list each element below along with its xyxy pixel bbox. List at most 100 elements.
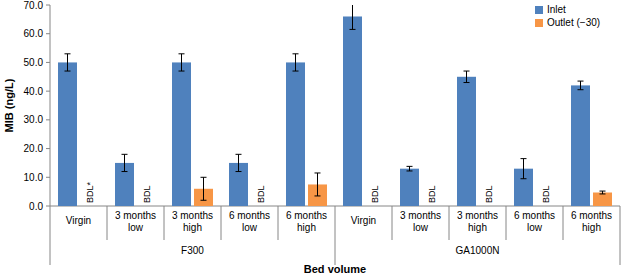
x-tick-label-line: 6 months: [286, 210, 327, 221]
bar: [571, 85, 590, 206]
error-stem: [295, 54, 296, 71]
x-tick-label-line: 3 months: [400, 210, 441, 221]
category-separator: [449, 206, 450, 240]
x-tick-label-line: 6 months: [229, 210, 270, 221]
error-bar: [350, 5, 356, 29]
error-cap: [464, 71, 470, 72]
error-cap: [407, 170, 413, 171]
category-separator: [506, 206, 507, 240]
error-cap: [578, 81, 584, 82]
bar: [343, 16, 362, 206]
x-tick-label: Virgin: [351, 215, 376, 226]
error-cap: [315, 172, 321, 173]
category-separator: [164, 206, 165, 240]
x-tick-label: 3 monthslow: [115, 210, 156, 233]
x-tick-label: 6 monthshigh: [571, 210, 612, 233]
y-tick-label: 60.0: [24, 28, 44, 39]
error-cap: [122, 171, 128, 172]
error-cap: [315, 195, 321, 196]
group-label: GA1000N: [456, 245, 500, 256]
category-separator: [50, 206, 51, 265]
error-stem: [67, 54, 68, 71]
x-tick-label: 6 monthslow: [514, 210, 555, 233]
legend-label: Inlet: [547, 4, 566, 15]
error-stem: [352, 5, 353, 29]
y-tick: [46, 91, 50, 92]
x-tick-label-line: Virgin: [351, 215, 376, 226]
error-stem: [580, 81, 581, 90]
value-label: BDL: [142, 185, 152, 203]
y-tick-label: 30.0: [24, 114, 44, 125]
x-tick-label-line: Virgin: [66, 215, 91, 226]
error-cap: [65, 71, 71, 72]
error-cap: [521, 158, 527, 159]
value-label: BDL: [541, 185, 551, 203]
error-cap: [201, 200, 207, 201]
error-cap: [179, 53, 185, 54]
error-stem: [181, 54, 182, 71]
error-cap: [65, 53, 71, 54]
y-tick-label: 70.0: [24, 0, 44, 11]
y-tick: [46, 119, 50, 120]
x-tick-label: 3 monthshigh: [172, 210, 213, 233]
legend-swatch: [535, 6, 543, 14]
error-cap: [236, 154, 242, 155]
error-stem: [523, 159, 524, 179]
error-stem: [317, 173, 318, 196]
error-cap: [179, 71, 185, 72]
value-label: BDL: [427, 185, 437, 203]
x-tick-label-line: 6 months: [571, 210, 612, 221]
error-stem: [203, 177, 204, 200]
category-separator: [620, 206, 621, 265]
error-cap: [236, 171, 242, 172]
value-label: BDL: [484, 185, 494, 203]
bar: [593, 193, 612, 206]
x-tick-label-line: 3 months: [115, 210, 156, 221]
error-bar: [600, 191, 606, 194]
y-tick-label: 50.0: [24, 57, 44, 68]
error-stem: [238, 154, 239, 171]
y-tick: [46, 206, 50, 207]
y-tick-label: 20.0: [24, 143, 44, 154]
x-tick-label-line: 6 months: [514, 210, 555, 221]
error-bar: [236, 154, 242, 171]
error-bar: [464, 71, 470, 82]
x-tick-label: 3 monthshigh: [457, 210, 498, 233]
value-label: BDL: [256, 185, 266, 203]
error-cap: [293, 53, 299, 54]
error-stem: [466, 71, 467, 82]
y-axis: [50, 5, 51, 206]
y-tick-label: 0.0: [29, 201, 43, 212]
error-bar: [315, 173, 321, 196]
error-bar: [521, 159, 527, 179]
category-separator: [107, 206, 108, 240]
y-tick-label: 10.0: [24, 172, 44, 183]
y-axis-title: MIB (ng/L): [3, 78, 15, 132]
bar: [457, 77, 476, 206]
error-bar: [578, 81, 584, 90]
error-cap: [407, 166, 413, 167]
category-separator: [221, 206, 222, 240]
x-tick-label: 6 monthshigh: [286, 210, 327, 233]
error-cap: [293, 71, 299, 72]
legend-label: Outlet (−30): [547, 17, 600, 28]
x-tick-label: Virgin: [66, 215, 91, 226]
x-tick-label-line: low: [527, 222, 543, 233]
category-separator: [563, 206, 564, 240]
error-cap: [464, 82, 470, 83]
labels: BDL*BDLBDLBDLBDLBDLBDL: [85, 181, 551, 203]
x-tick-label-line: low: [128, 222, 144, 233]
error-cap: [578, 89, 584, 90]
legend-swatch: [535, 19, 543, 27]
y-tick: [46, 5, 50, 6]
x-tick-label: 6 monthslow: [229, 210, 270, 233]
error-bar: [179, 54, 185, 71]
x-tick-label-line: high: [183, 222, 202, 233]
group-label: F300: [181, 245, 204, 256]
y-tick: [46, 62, 50, 63]
chart: 0.010.020.030.040.050.060.070.0MIB (ng/L…: [0, 0, 623, 276]
x-tick-label-line: 3 months: [172, 210, 213, 221]
y-tick: [46, 148, 50, 149]
bar: [286, 62, 305, 206]
bars: [58, 5, 612, 206]
